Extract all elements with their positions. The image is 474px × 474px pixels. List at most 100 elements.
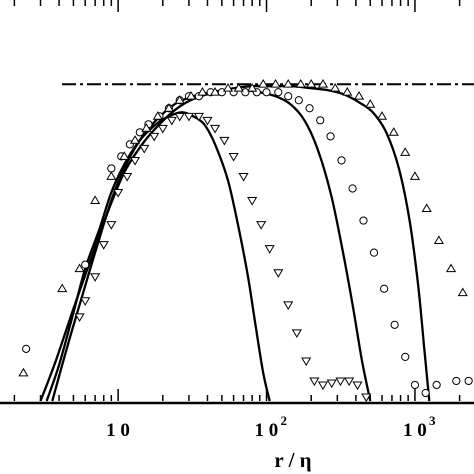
marker-triangle-down <box>80 297 91 306</box>
marker-triangle-up <box>222 83 234 92</box>
x-tick-exponent: 2 <box>281 413 288 428</box>
marker-triangle-up <box>317 79 329 88</box>
marker-circle <box>337 156 346 165</box>
marker-triangle-down <box>256 221 267 230</box>
marker-circle <box>22 344 31 353</box>
marker-triangle-down <box>98 241 109 250</box>
marker-circle <box>316 116 325 125</box>
marker-circle <box>359 216 368 225</box>
marker-triangle-up <box>197 87 208 96</box>
marker-triangle-down <box>344 377 355 387</box>
marker-triangle-up <box>90 195 101 204</box>
marker-triangle-down <box>157 124 168 134</box>
marker-triangle-down <box>106 221 117 230</box>
marker-circle <box>421 388 430 398</box>
marker-triangle-down <box>247 197 258 206</box>
marker-circle <box>432 380 441 390</box>
marker-triangle-up <box>445 263 457 273</box>
axis-ticks <box>13 0 461 401</box>
marker-circle <box>294 96 303 105</box>
marker-triangle-up <box>129 135 141 144</box>
marker-triangle-up <box>233 83 244 92</box>
marker-triangle-down <box>309 377 320 387</box>
marker-triangle-down <box>264 245 275 254</box>
marker-circle <box>348 184 357 193</box>
marker-triangle-down <box>122 173 133 182</box>
marker-triangle-up <box>18 367 29 377</box>
marker-triangle-down <box>113 189 124 198</box>
marker-triangle-up <box>270 79 281 88</box>
marker-triangle-down <box>273 269 284 278</box>
marker-triangle-up <box>57 283 68 293</box>
x-axis-label: r / η <box>274 448 311 472</box>
marker-triangle-up <box>295 79 306 88</box>
marker-triangle-up <box>421 203 432 212</box>
marker-triangle-up <box>365 99 376 108</box>
data-markers <box>18 79 473 403</box>
marker-triangle-up <box>330 83 341 92</box>
marker-triangle-down <box>361 393 372 403</box>
marker-circle <box>284 92 293 101</box>
marker-circle <box>452 376 461 386</box>
plot-frame <box>0 401 474 405</box>
marker-triangle-up <box>388 127 399 136</box>
marker-triangle-up <box>247 83 258 92</box>
marker-circle <box>326 132 335 141</box>
marker-triangle-up <box>353 91 365 100</box>
marker-circle <box>241 88 250 97</box>
marker-circle <box>380 284 389 293</box>
marker-triangle-down <box>166 116 177 126</box>
marker-triangle-down <box>209 124 221 134</box>
marker-triangle-down <box>326 379 337 389</box>
marker-triangle-up <box>106 171 117 180</box>
marker-triangle-down <box>352 381 363 391</box>
x-tick-label: 1 0 <box>255 420 279 441</box>
marker-triangle-up <box>433 235 444 245</box>
marker-triangle-down <box>335 377 346 387</box>
marker-triangle-down <box>183 112 195 122</box>
marker-triangle-down <box>193 112 204 122</box>
marker-circle <box>262 88 271 97</box>
marker-triangle-down <box>202 116 213 126</box>
marker-circle <box>305 104 314 113</box>
marker-triangle-up <box>209 87 221 96</box>
marker-circle <box>135 128 144 137</box>
marker-triangle-up <box>141 123 152 132</box>
marker-triangle-up <box>376 111 388 120</box>
marker-triangle-up <box>306 79 317 88</box>
marker-triangle-up <box>409 171 421 180</box>
marker-triangle-up <box>185 91 197 100</box>
marker-triangle-down <box>139 144 150 154</box>
x-tick-exponent: 3 <box>429 413 436 428</box>
marker-triangle-up <box>400 147 411 156</box>
marker-circle <box>390 320 399 329</box>
marker-triangle-up <box>283 79 294 88</box>
marker-triangle-up <box>258 79 269 88</box>
marker-triangle-up <box>163 103 175 112</box>
marker-triangle-down <box>291 329 302 339</box>
marker-triangle-up <box>119 151 130 160</box>
marker-circle <box>464 376 473 386</box>
marker-triangle-down <box>301 357 312 367</box>
marker-triangle-down <box>317 381 329 391</box>
marker-triangle-up <box>457 287 468 297</box>
fit-curves <box>39 84 431 402</box>
marker-triangle-down <box>74 313 85 322</box>
x-tick-label: 1 0 <box>403 420 427 441</box>
marker-triangle-down <box>228 152 239 162</box>
marker-triangle-down <box>238 173 249 182</box>
marker-circle <box>369 248 379 257</box>
marker-triangle-up <box>174 95 185 104</box>
marker-circle <box>410 380 420 390</box>
marker-circle <box>274 88 283 97</box>
x-tick-label: 1 0 <box>106 420 130 441</box>
marker-triangle-down <box>283 301 294 310</box>
marker-circle <box>107 164 116 173</box>
marker-triangle-down <box>90 273 101 282</box>
marker-triangle-down <box>149 132 160 142</box>
marker-circle <box>401 352 410 361</box>
marker-triangle-down <box>174 112 185 122</box>
marker-triangle-up <box>342 87 353 96</box>
